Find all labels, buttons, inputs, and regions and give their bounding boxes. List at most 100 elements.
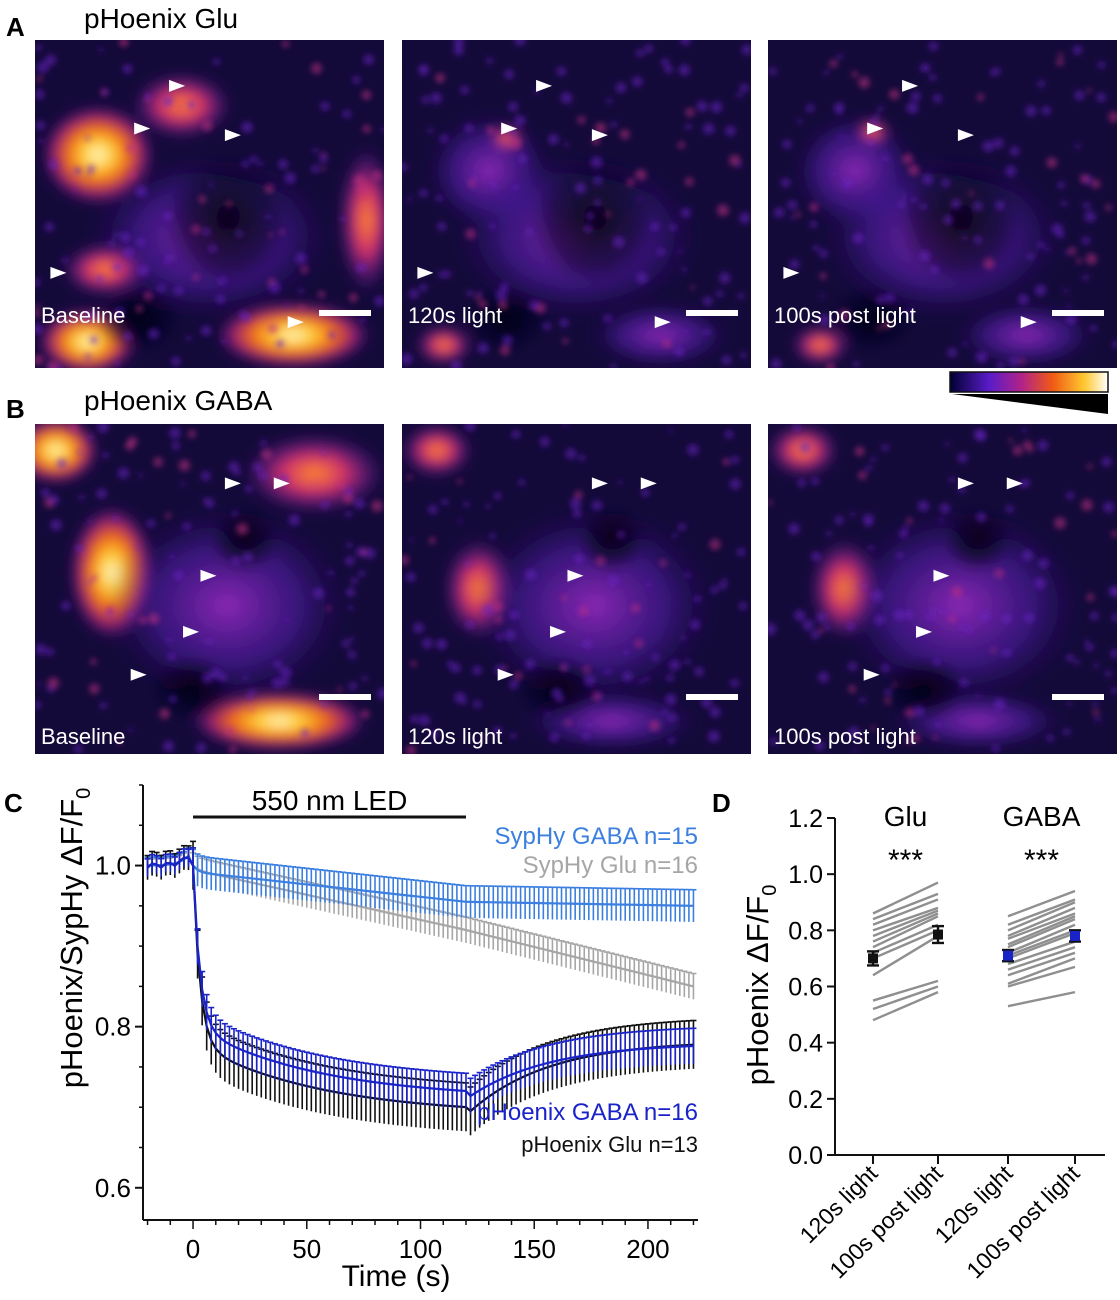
fluorescence-puncta — [344, 556, 355, 566]
fluorescence-puncta — [117, 467, 130, 479]
fluorescence-puncta — [61, 257, 68, 264]
fluorescence-puncta — [832, 171, 838, 177]
fluorescence-puncta — [298, 288, 304, 294]
fluorescence-puncta — [509, 610, 520, 620]
fluorescence-puncta — [842, 178, 854, 189]
frame-label: 120s light — [408, 724, 502, 749]
fluorescence-puncta — [99, 702, 107, 710]
fluorescence-puncta — [1057, 181, 1065, 189]
fluorescence-puncta — [549, 732, 560, 743]
fluorescence-puncta — [458, 519, 463, 524]
scale-bar — [1052, 310, 1104, 316]
fluorescence-puncta — [1008, 356, 1019, 367]
fluorescence-puncta — [298, 304, 305, 311]
fluorescence-puncta — [574, 490, 583, 499]
fluorescence-puncta — [146, 519, 156, 528]
chart-d-paired-line — [1007, 901, 1076, 932]
fluorescence-puncta — [236, 522, 249, 535]
fluorescence-puncta — [1112, 614, 1117, 622]
intensity-wedge-icon — [952, 394, 1108, 414]
fluorescence-puncta — [816, 612, 827, 623]
fluorescence-puncta — [493, 492, 502, 500]
fluorescence-puncta — [419, 714, 431, 726]
fluorescence-puncta — [933, 658, 941, 666]
fluorescence-puncta — [317, 290, 326, 298]
fluorescence-puncta — [147, 612, 160, 625]
fluorescence-puncta — [789, 259, 800, 270]
fluorescence-puncta — [736, 547, 746, 557]
fluorescence-puncta — [486, 57, 493, 65]
fluorescence-puncta — [1005, 505, 1014, 513]
fluorescence-puncta — [499, 345, 511, 356]
chart-d-paired-line — [872, 979, 939, 1002]
fluorescence-puncta — [281, 40, 290, 48]
fluorescence-puncta — [222, 338, 228, 344]
fluorescence-puncta — [823, 624, 831, 631]
fluorescence-puncta — [1096, 92, 1106, 103]
fluorescence-puncta — [342, 109, 352, 119]
fluorescence-puncta — [47, 677, 60, 689]
chart-c-xlabel: Time (s) — [342, 1260, 451, 1293]
fluorescence-region — [956, 302, 1097, 368]
chart-d-paired-line — [1007, 990, 1076, 1008]
chart-c-xtick-label: 0 — [186, 1234, 200, 1264]
fluorescence-puncta — [202, 227, 211, 236]
arrowhead-marker — [273, 477, 290, 490]
fluorescence-puncta — [539, 436, 550, 447]
micrograph-frame: 120s light — [402, 424, 751, 754]
fluorescence-puncta — [371, 500, 384, 512]
fluorescence-puncta — [1072, 45, 1083, 55]
arrowhead-marker — [130, 668, 147, 681]
chart-c-legend-entry: SypHy Glu n=16 — [523, 852, 698, 879]
fluorescence-puncta — [498, 300, 508, 310]
fluorescence-puncta — [666, 674, 674, 682]
fluorescence-puncta — [794, 609, 806, 622]
chart-d-ytick-label: 1.2 — [788, 805, 823, 833]
fluorescence-puncta — [509, 137, 522, 150]
fluorescence-puncta — [468, 179, 477, 187]
fluorescence-region — [830, 286, 915, 352]
fluorescence-puncta — [1060, 200, 1067, 207]
fluorescence-puncta — [681, 635, 687, 641]
chart-d-paired-line — [1007, 923, 1076, 954]
fluorescence-puncta — [968, 191, 974, 196]
fluorescence-puncta — [192, 273, 200, 281]
fluorescence-puncta — [626, 178, 635, 187]
fluorescence-puncta — [684, 658, 691, 665]
fluorescence-puncta — [770, 358, 782, 368]
fluorescence-puncta — [881, 444, 889, 452]
fluorescence-puncta — [284, 301, 289, 307]
fluorescence-puncta — [74, 744, 83, 754]
fluorescence-puncta — [929, 74, 937, 81]
fluorescence-puncta — [35, 701, 42, 709]
fluorescence-puncta — [650, 222, 660, 232]
fluorescence-puncta — [486, 126, 495, 135]
fluorescence-puncta — [461, 699, 467, 705]
fluorescence-puncta — [846, 622, 855, 631]
fluorescence-puncta — [477, 290, 482, 296]
fluorescence-puncta — [489, 532, 496, 539]
fluorescence-puncta — [35, 89, 45, 100]
fluorescence-puncta — [997, 361, 1005, 368]
chart-d-paired-line — [1007, 965, 1076, 988]
fluorescence-puncta — [200, 471, 211, 481]
fluorescence-puncta — [1037, 241, 1045, 249]
fluorescence-region — [216, 302, 371, 368]
fluorescence-puncta — [1095, 716, 1101, 722]
fluorescence-puncta — [37, 682, 42, 687]
fluorescence-puncta — [231, 555, 241, 566]
fluorescence-puncta — [562, 338, 569, 345]
fluorescence-puncta — [975, 351, 988, 364]
fluorescence-puncta — [632, 76, 643, 87]
fluorescence-puncta — [279, 229, 285, 235]
fluorescence-puncta — [320, 101, 330, 111]
fluorescence-puncta — [792, 424, 801, 432]
fluorescence-puncta — [360, 317, 366, 323]
fluorescence-puncta — [508, 679, 519, 690]
fluorescence-puncta — [947, 347, 957, 358]
fluorescence-puncta — [594, 122, 607, 134]
arrowhead-marker — [933, 569, 950, 582]
chart-d-paired-line — [1007, 889, 1076, 918]
fluorescence-puncta — [463, 501, 470, 507]
fluorescence-puncta — [466, 290, 474, 297]
